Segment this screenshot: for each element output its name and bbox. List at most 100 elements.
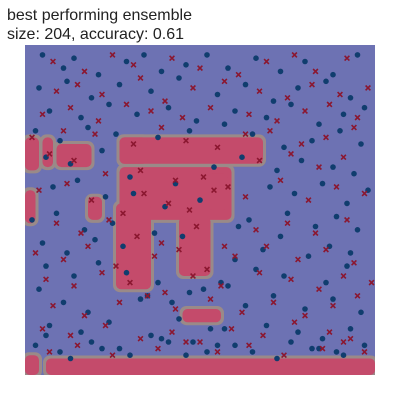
cross-point [221,243,228,250]
circle-point [148,88,154,94]
circle-point [221,326,228,332]
circle-point [249,131,256,137]
circle-point [46,108,53,114]
circle-point [36,85,42,91]
cross-point [127,279,133,286]
cross-point [256,269,263,276]
cross-point [46,348,53,355]
cross-point [155,345,161,352]
cross-point [67,332,74,339]
cross-point [281,352,287,359]
circle-point [32,342,39,349]
cross-point [207,296,214,303]
circle-point [141,52,147,58]
cross-point [32,249,39,256]
cross-point [291,319,298,326]
circle-point [106,101,112,108]
circle-point [137,296,144,302]
decision-region [207,173,228,210]
cross-point [316,164,322,171]
cross-point [186,207,193,213]
cross-point [267,127,273,134]
cross-point [204,266,210,273]
cross-point [158,124,165,131]
circle-point [214,91,221,98]
cross-point [326,329,333,336]
cross-point [71,282,77,289]
cross-point [36,187,42,194]
cross-point [214,348,221,355]
cross-point [274,117,280,124]
cross-point [46,150,53,157]
circle-point [116,81,123,88]
cross-point [53,220,60,227]
circle-point [344,200,350,207]
circle-point [330,296,336,302]
cross-point [85,243,91,250]
cross-point [256,157,263,164]
circle-point [263,114,270,121]
circle-point [235,223,242,230]
circle-point [127,352,133,359]
circle-point [99,345,105,352]
cross-point [130,61,137,68]
cross-point [354,292,361,299]
cross-point [92,131,98,138]
cross-point [50,302,56,309]
cross-point [309,81,315,88]
circle-point [183,352,189,359]
cross-point [183,339,189,345]
cross-point [253,226,259,233]
cross-point [242,131,249,138]
circle-point [253,55,259,61]
cross-point [312,68,319,75]
circle-point [361,342,368,349]
circle-point [358,309,364,316]
circle-point [78,114,84,121]
cross-point [162,98,168,105]
circle-point [225,283,231,289]
circle-point [351,170,357,177]
circle-point [186,128,193,134]
circle-point [274,355,280,362]
cross-point [64,180,70,187]
circle-point [277,233,284,240]
cross-point [270,299,277,306]
circle-point [316,121,322,127]
cross-point [183,137,189,144]
cross-point [228,325,235,332]
cross-point [242,193,249,200]
circle-point [204,52,210,58]
circle-point [176,316,182,322]
cross-point [106,216,112,223]
cross-point [277,177,284,184]
cross-point [43,276,49,283]
circle-point [88,339,95,345]
cross-point [288,276,294,283]
cross-point [218,282,224,289]
cross-point [263,58,270,65]
circle-point [302,306,308,312]
decision-region [119,137,263,164]
cross-point [232,253,238,260]
decision-region [88,196,102,220]
cross-point [81,312,88,319]
cross-point [340,339,347,345]
cross-point [53,88,60,95]
circle-point [295,329,301,335]
circle-point [102,194,109,200]
cross-point [116,299,123,306]
circle-point [127,174,133,180]
circle-point [288,101,294,108]
cross-point [95,117,102,124]
cross-point [134,233,140,240]
cross-point [351,124,357,131]
circle-point [95,71,102,78]
circle-point [358,141,364,147]
circle-point [214,342,221,349]
circle-point [176,75,182,81]
cross-point [344,55,350,62]
cross-point [190,84,196,91]
circle-point [151,230,158,236]
circle-point [32,128,39,134]
